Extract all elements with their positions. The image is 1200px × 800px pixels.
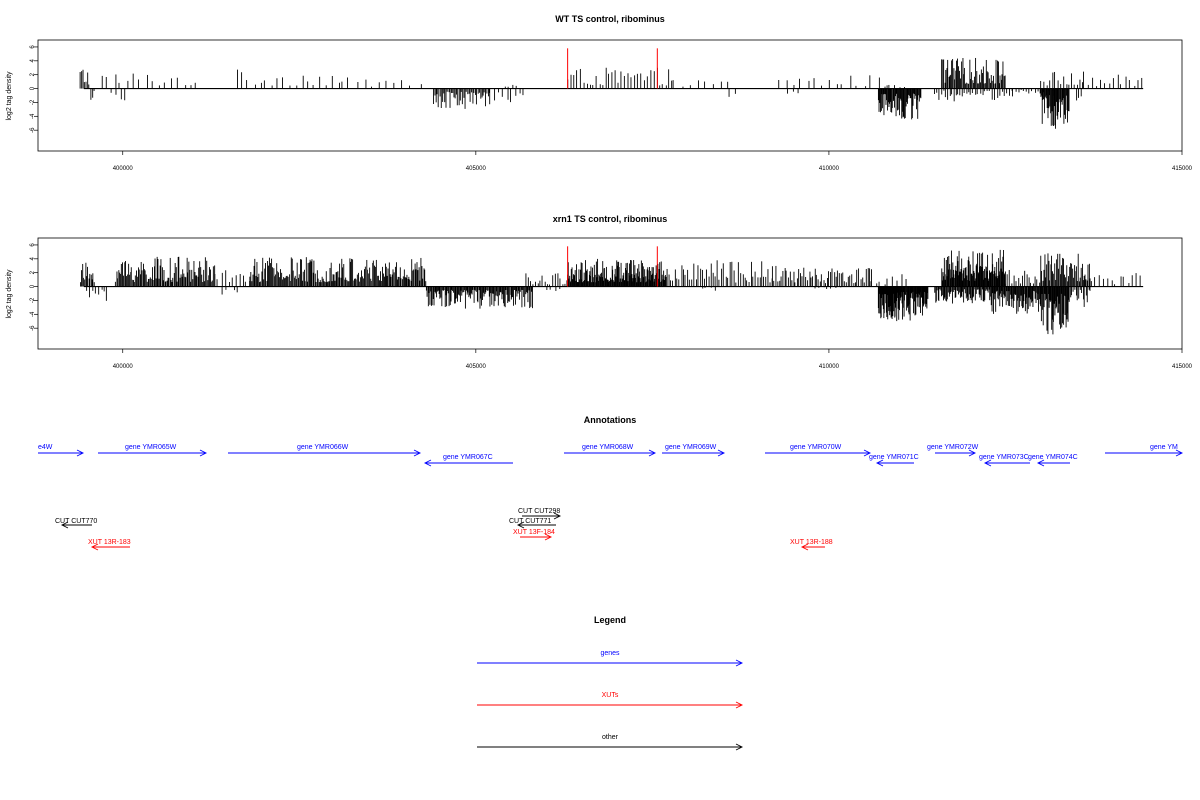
xrn1-y-axis: -6 -4 -2 0 2 4 6 bbox=[30, 243, 38, 331]
wt-y-tick-label: 2 bbox=[30, 72, 36, 76]
legend-genes-arrow bbox=[477, 659, 744, 667]
xrn1-y-tick-label: 0 bbox=[30, 284, 36, 288]
gene-ymr070w-arrow bbox=[765, 449, 872, 457]
gene-ymr072w-arrow bbox=[935, 449, 977, 457]
wt-panel-title: WT TS control, ribominus bbox=[555, 14, 665, 24]
gene-ym-arrow bbox=[1105, 449, 1184, 457]
gene-ymr068w-arrow bbox=[564, 449, 657, 457]
gene-ymr066w-arrow bbox=[228, 449, 422, 457]
xut-13r-188-arrow bbox=[800, 543, 825, 551]
xrn1-panel-title: xrn1 TS control, ribominus bbox=[553, 214, 668, 224]
wt-y-axis: -6 -4 -2 0 2 4 6 bbox=[30, 45, 38, 133]
wt-x-axis: 400000 405000 410000 415000 bbox=[113, 151, 1193, 172]
gene-ymr074c-arrow bbox=[1036, 459, 1070, 467]
wt-highlight-markers bbox=[567, 48, 658, 89]
xut-13f-184-arrow bbox=[520, 533, 553, 541]
gene-ymr065w-arrow bbox=[98, 449, 208, 457]
legend: Legend genes XUTs other bbox=[477, 615, 744, 751]
xrn1-y-tick-label: -4 bbox=[30, 311, 36, 317]
xut-13f-184-label: XUT 13F-184 bbox=[513, 529, 555, 536]
gene-ymr065w-label: gene YMR065W bbox=[125, 444, 177, 451]
wt-x-tick-label: 400000 bbox=[113, 166, 134, 172]
gene-ym-label: gene YM bbox=[1150, 444, 1178, 451]
e4w-arrow bbox=[38, 449, 85, 457]
xut-13r-183-label: XUT 13R-183 bbox=[88, 539, 131, 546]
wt-y-tick-label: -6 bbox=[30, 127, 36, 133]
annotation-features: e4W gene YMR065W gene YMR066W gene YMR067C g… bbox=[38, 444, 1184, 551]
cut-cut770-arrow bbox=[60, 521, 92, 529]
cut-cut298-arrow bbox=[522, 512, 562, 520]
xrn1-x-tick-label: 400000 bbox=[113, 364, 134, 370]
wt-y-axis-label: log2 tag density bbox=[6, 71, 13, 121]
xrn1-y-tick-label: 6 bbox=[30, 243, 36, 247]
annotations-track: Annotations e4W gene YMR065W gene YMR066W g… bbox=[38, 415, 1184, 551]
xrn1-y-axis-label: log2 tag density bbox=[6, 269, 13, 319]
gene-ymr073c-arrow bbox=[983, 459, 1030, 467]
xrn1-x-tick-label: 405000 bbox=[466, 364, 487, 370]
cut-cut771-arrow bbox=[516, 521, 556, 529]
wt-y-tick-label: -2 bbox=[30, 99, 36, 105]
xrn1-density-bars bbox=[80, 249, 1144, 335]
e4w-label: e4W bbox=[38, 444, 53, 451]
gene-ymr069w-arrow bbox=[662, 449, 726, 457]
xrn1-x-tick-label: 410000 bbox=[819, 364, 840, 370]
cut-cut770-label: CUT CUT770 bbox=[55, 518, 97, 525]
xut-13r-183-arrow bbox=[90, 543, 130, 551]
xut-13r-188-label: XUT 13R-188 bbox=[790, 539, 833, 546]
wt-density-bars bbox=[79, 57, 1144, 129]
legend-other-label: other bbox=[602, 734, 619, 741]
legend-XUTs-label: XUTs bbox=[602, 692, 619, 699]
wt-y-tick-label: 4 bbox=[30, 58, 36, 62]
wt-x-tick-label: 415000 bbox=[1172, 166, 1193, 172]
xrn1-y-tick-label: -2 bbox=[30, 297, 36, 303]
annotations-title: Annotations bbox=[584, 415, 637, 425]
wt-y-tick-label: -4 bbox=[30, 113, 36, 119]
gene-ymr071c-arrow bbox=[875, 459, 914, 467]
wt-x-tick-label: 410000 bbox=[819, 166, 840, 172]
xrn1-plot-frame bbox=[37, 237, 1183, 350]
gene-ymr073c-label: gene YMR073C bbox=[979, 454, 1029, 461]
legend-genes-label: genes bbox=[600, 650, 620, 657]
gene-ymr067c-label: gene YMR067C bbox=[443, 454, 493, 461]
wt-y-tick-label: 6 bbox=[30, 45, 36, 49]
xrn1-x-tick-label: 415000 bbox=[1172, 364, 1193, 370]
xrn1-y-tick-label: -6 bbox=[30, 325, 36, 331]
wt-x-tick-label: 405000 bbox=[466, 166, 487, 172]
wt-plot-frame bbox=[37, 39, 1183, 152]
legend-XUTs-arrow bbox=[477, 701, 744, 709]
wt-y-tick-label: 0 bbox=[30, 86, 36, 90]
gene-ymr074c-label: gene YMR074C bbox=[1028, 454, 1078, 461]
wt-ts-control-panel: WT TS control, ribominus log2 tag densit… bbox=[6, 14, 1193, 172]
gene-ymr072w-label: gene YMR072W bbox=[927, 444, 979, 451]
xrn1-y-tick-label: 4 bbox=[30, 256, 36, 260]
cut-cut298-label: CUT CUT298 bbox=[518, 508, 560, 515]
cut-cut771-label: CUT CUT771 bbox=[509, 518, 551, 525]
gene-ymr067c-arrow bbox=[423, 459, 513, 467]
gene-ymr071c-label: gene YMR071C bbox=[869, 454, 919, 461]
legend-title: Legend bbox=[594, 615, 626, 625]
xrn1-x-axis: 400000 405000 410000 415000 bbox=[113, 349, 1193, 370]
legend-other-arrow bbox=[477, 743, 744, 751]
xrn1-highlight-markers bbox=[567, 246, 658, 287]
gene-ymr066w-label: gene YMR066W bbox=[297, 444, 349, 451]
gene-ymr069w-label: gene YMR069W bbox=[665, 444, 717, 451]
xrn1-y-tick-label: 2 bbox=[30, 270, 36, 274]
gene-ymr068w-label: gene YMR068W bbox=[582, 444, 634, 451]
gene-ymr070w-label: gene YMR070W bbox=[790, 444, 842, 451]
legend-items: genes XUTs other bbox=[477, 650, 744, 751]
xrn1-ts-control-panel: xrn1 TS control, ribominus log2 tag dens… bbox=[6, 214, 1193, 370]
